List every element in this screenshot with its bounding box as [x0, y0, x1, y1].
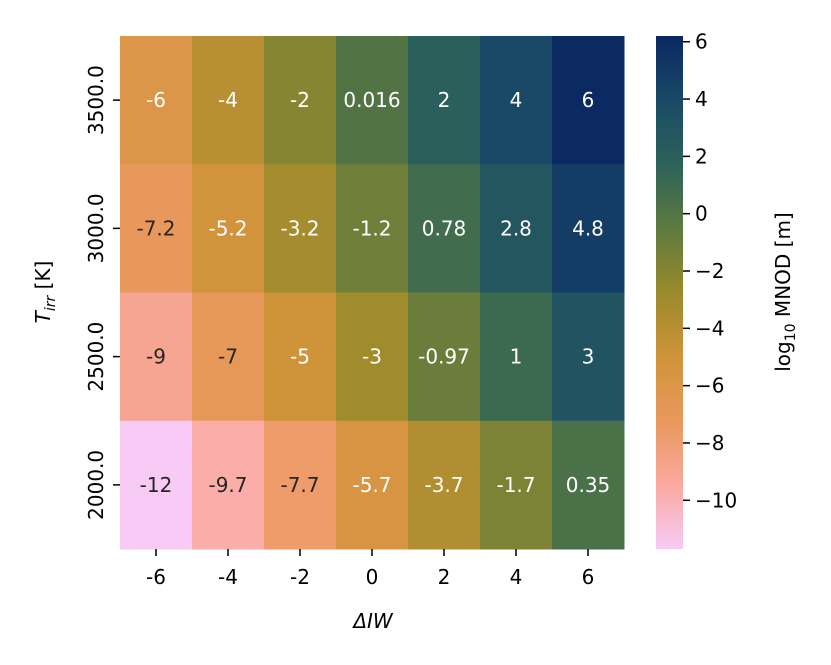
x-tick-label: -4	[218, 565, 238, 589]
heatmap-cell	[480, 164, 553, 293]
y-tick-label: 3500.0	[84, 65, 108, 135]
y-tick-label: 2500.0	[84, 322, 108, 392]
colorbar-tick-label: −4	[695, 316, 724, 340]
heatmap-cell	[336, 36, 409, 165]
cell-value-label: -9	[146, 345, 166, 369]
cell-value-label: 3	[582, 345, 595, 369]
x-tick-label: 4	[510, 565, 523, 589]
heatmap-cell	[552, 420, 625, 550]
colorbar-tick-label: 4	[695, 87, 708, 111]
x-axis: -6 -4 -2 0 2 4 6	[146, 549, 594, 589]
cell-value-label: -4	[218, 88, 238, 112]
heatmap-cell	[192, 292, 265, 422]
cell-value-label: 2.8	[500, 216, 532, 240]
x-tick-label: 0	[366, 565, 379, 589]
cell-value-label: -0.97	[418, 345, 470, 369]
x-axis-label: ΔIW	[351, 609, 394, 633]
heatmap-cell	[552, 36, 625, 165]
y-tick-label: 3000.0	[84, 193, 108, 263]
cell-value-label: 6	[582, 88, 595, 112]
cell-value-label: -12	[140, 473, 173, 497]
x-tick-label: -2	[290, 565, 310, 589]
cell-value-label: -7	[218, 345, 238, 369]
colorbar-gradient	[656, 36, 683, 549]
cell-value-label: -5.2	[208, 216, 247, 240]
heatmap-cell	[408, 420, 481, 550]
colorbar-tick-label: 0	[695, 202, 708, 226]
cell-value-label: -3	[362, 345, 382, 369]
cell-value-label: -3.7	[424, 473, 463, 497]
cell-value-label: 1	[510, 345, 523, 369]
heatmap-cell	[192, 36, 265, 165]
heatmap-cell	[120, 36, 193, 165]
heatmap-cell	[192, 420, 265, 550]
heatmap-cell	[408, 36, 481, 165]
heatmap-cell	[264, 164, 337, 293]
cell-value-label: 2	[438, 88, 451, 112]
cell-value-label: 0.78	[422, 216, 467, 240]
y-axis-label: Tirr [K]	[31, 261, 59, 324]
heatmap-cell	[264, 420, 337, 550]
heatmap-cell	[120, 164, 193, 293]
heatmap-cell	[336, 420, 409, 550]
colorbar-axis: −10 −8 −6 −4 −2 0 2 4 6	[683, 30, 737, 512]
colorbar-tick-label: −6	[695, 374, 724, 398]
cell-value-label: -5.7	[352, 473, 391, 497]
cell-value-label: 4	[510, 88, 523, 112]
colorbar-tick-label: 6	[695, 30, 708, 54]
y-axis: 3500.0 3000.0 2500.0 2000.0	[84, 65, 120, 520]
heatmap-cell	[264, 292, 337, 422]
x-tick-label: 6	[582, 565, 595, 589]
x-tick-label: -6	[146, 565, 166, 589]
heatmap-cell	[408, 164, 481, 293]
colorbar	[656, 36, 683, 549]
cell-value-label: -3.2	[280, 216, 319, 240]
heatmap-cell	[336, 164, 409, 293]
cell-value-label: -1.2	[352, 216, 391, 240]
heatmap-cell	[552, 164, 625, 293]
cell-value-label: 0.016	[343, 88, 400, 112]
colorbar-tick-label: −8	[695, 431, 724, 455]
colorbar-tick-label: −2	[695, 259, 724, 283]
y-tick-label: 2000.0	[84, 450, 108, 520]
cell-value-label: 4.8	[572, 216, 604, 240]
colorbar-label: log10 MNOD [m]	[771, 212, 799, 372]
heatmap-cell-labels: -6 -4 -2 0.016 2 4 6 -7.2 -5.2 -3.2 -1.2 0.78 2.8 4.8…	[136, 88, 610, 497]
heatmap-cell	[480, 420, 553, 550]
heatmap-cell	[552, 292, 625, 422]
colorbar-tick-label: −10	[695, 488, 737, 512]
heatmap-cell	[480, 36, 553, 165]
cell-value-label: 0.35	[566, 473, 611, 497]
heatmap-cell	[192, 164, 265, 293]
cell-value-label: -7.7	[280, 473, 319, 497]
colorbar-tick-label: 2	[695, 144, 708, 168]
cell-value-label: -9.7	[208, 473, 247, 497]
cell-value-label: -1.7	[496, 473, 535, 497]
heatmap-cell	[264, 36, 337, 165]
cell-value-label: -7.2	[136, 216, 175, 240]
heatmap-cell	[120, 292, 193, 422]
cell-value-label: -5	[290, 345, 310, 369]
heatmap-cell	[120, 420, 193, 550]
heatmap-cells	[120, 36, 625, 550]
heatmap-cell	[336, 292, 409, 422]
heatmap-cell	[480, 292, 553, 422]
heatmap-cell	[408, 292, 481, 422]
cell-value-label: -6	[146, 88, 166, 112]
x-tick-label: 2	[438, 565, 451, 589]
cell-value-label: -2	[290, 88, 310, 112]
